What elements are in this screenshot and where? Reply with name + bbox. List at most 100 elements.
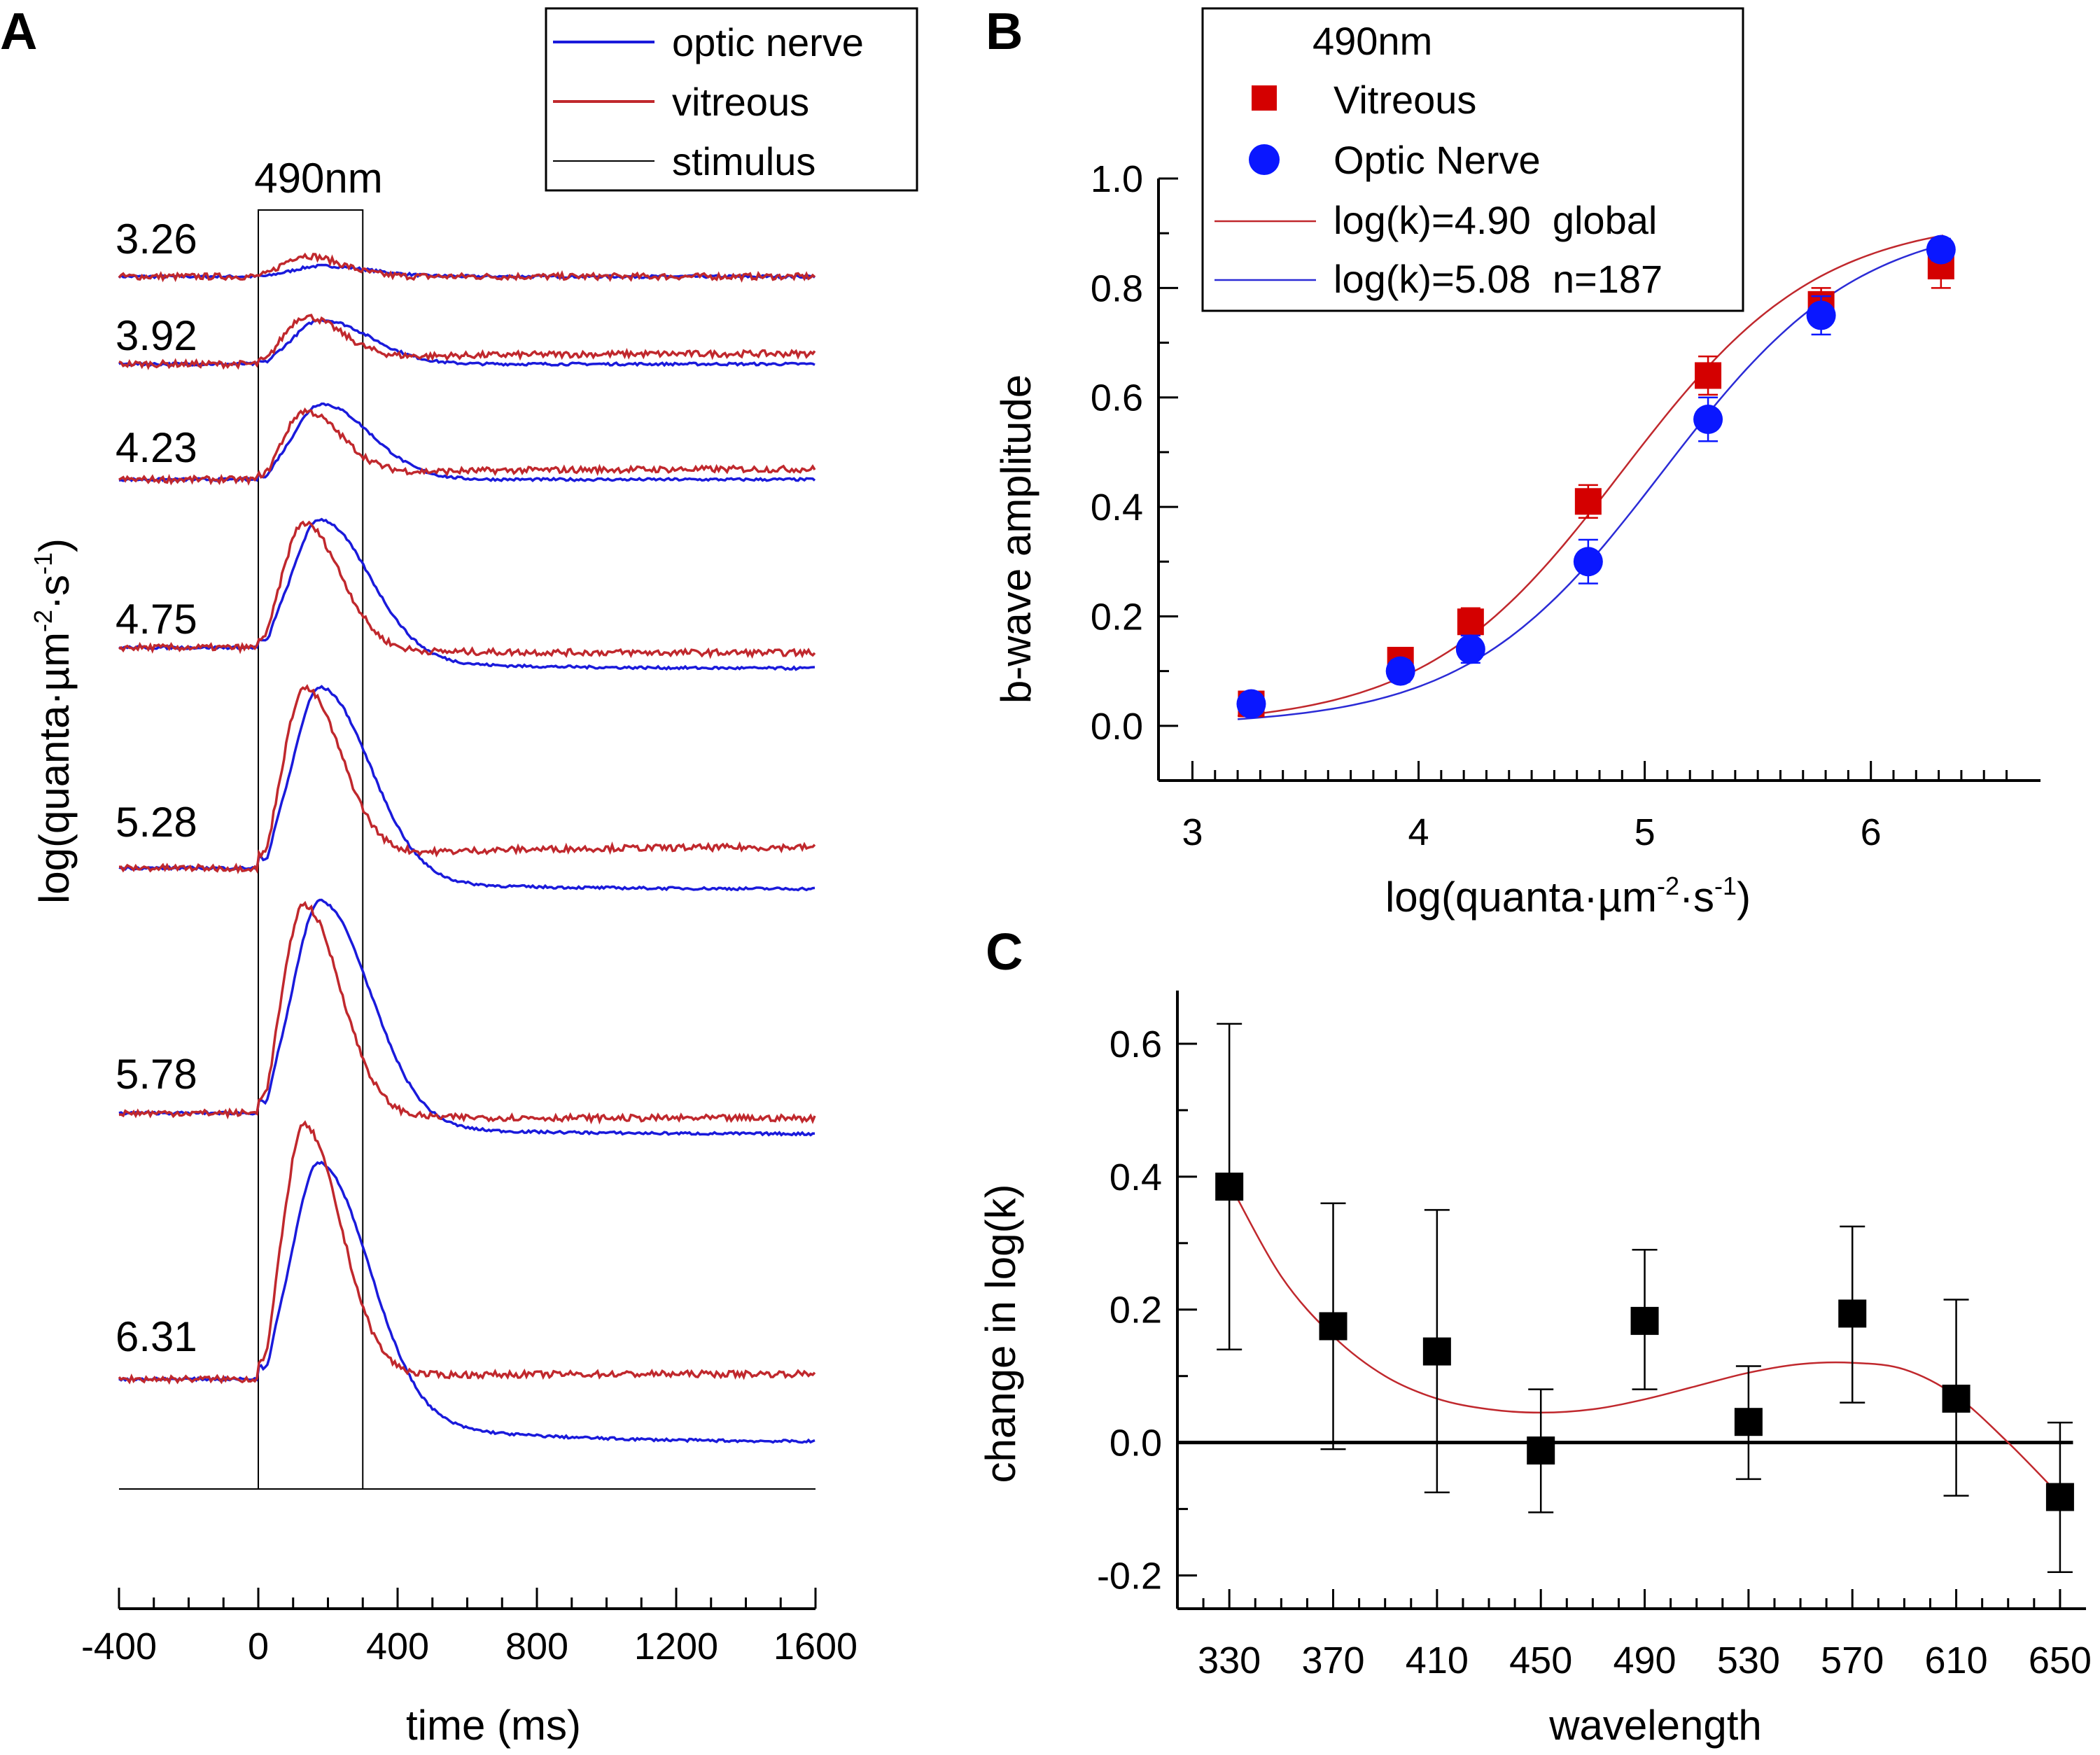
- fit-curve-1: [1238, 244, 1944, 720]
- data-point-650: [2045, 1483, 2074, 1511]
- legend-label-stimulus: stimulus: [672, 139, 816, 183]
- trace-vitreous-4.23: [118, 407, 816, 486]
- x-tick-label-0: 0: [248, 1625, 269, 1667]
- legend-label-fit-global: log(k)=4.90 global: [1334, 198, 1657, 242]
- panel-c: C 330 370 410 450 490 530 570 610 650 -0.2 0.0 0.2 0…: [977, 923, 2092, 1749]
- intensity-label-6.31: 6.31: [115, 1313, 197, 1360]
- point-vitreous: [1574, 488, 1602, 515]
- trace-optic-nerve-5.28: [118, 685, 816, 892]
- x-tick-label-490: 490: [1613, 1639, 1676, 1681]
- x-tick-label-800: 800: [505, 1625, 568, 1667]
- x-tick-label-530: 530: [1717, 1639, 1780, 1681]
- y-tick-label-0.4: 0.4: [1110, 1156, 1162, 1198]
- point-optic-nerve: [1385, 656, 1415, 686]
- panel-a-x-axis-label: time (ms): [406, 1702, 581, 1749]
- y-tick-label-0.0: 0.0: [1091, 706, 1143, 748]
- data-point-530: [1734, 1408, 1763, 1436]
- panel-c-x-axis-label: wavelength: [1548, 1702, 1762, 1749]
- point-optic-nerve: [1926, 235, 1956, 265]
- y-tick-label-0.6: 0.6: [1110, 1023, 1162, 1065]
- fit-curve: [1228, 1182, 2061, 1497]
- data-point-370: [1319, 1312, 1348, 1341]
- panel-b-y-axis-label: b-wave amplitude: [993, 375, 1040, 704]
- x-tick-label-330: 330: [1198, 1639, 1261, 1681]
- x-tick-label-410: 410: [1406, 1639, 1469, 1681]
- panel-b-legend-box: [1201, 7, 1744, 312]
- data-point-570: [1838, 1299, 1867, 1328]
- x-tick-label-400: 400: [366, 1625, 429, 1667]
- x-tick-label-6: 6: [1861, 811, 1882, 853]
- y-tick-label-0.4: 0.4: [1091, 487, 1143, 529]
- legend-label-optic-nerve: optic nerve: [672, 20, 864, 64]
- point-optic-nerve: [1455, 634, 1485, 664]
- y-tick-label-0.6: 0.6: [1091, 377, 1143, 419]
- panel-c-y-axis-label: change in log(k): [977, 1184, 1024, 1483]
- y-tick-label-0.8: 0.8: [1091, 267, 1143, 309]
- point-optic-nerve: [1236, 689, 1266, 719]
- legend-label-vitreous: vitreous: [672, 80, 809, 124]
- legend-marker-vitreous: [1252, 85, 1277, 111]
- legend-label-vitreous: Vitreous: [1334, 78, 1476, 122]
- panel-b: B 3 4 5 6 0.0 0.2 0.4 0.6 0.8 1.0 490nm Vitreous …: [986, 2, 2040, 921]
- intensity-label-3.26: 3.26: [115, 216, 197, 263]
- y-tick-label-0.2: 0.2: [1110, 1289, 1162, 1331]
- intensity-label-3.92: 3.92: [115, 312, 197, 359]
- trace-optic-nerve-5.78: [118, 898, 816, 1137]
- y-tick-label-1.0: 1.0: [1091, 158, 1143, 200]
- x-tick-label-650: 650: [2029, 1639, 2092, 1681]
- panel-c-label: C: [986, 923, 1023, 981]
- trace-vitreous-3.26: [118, 252, 816, 283]
- point-vitreous: [1457, 608, 1484, 636]
- panel-a-legend-box: [545, 7, 918, 192]
- legend-marker-optic-nerve: [1249, 144, 1280, 175]
- x-tick-label-610: 610: [1925, 1639, 1988, 1681]
- x-tick-label--400: -400: [81, 1625, 157, 1667]
- panel-a-traces: 3.26 3.92 4.23 4.75 5.28 5.78 6.31: [115, 209, 816, 1490]
- trace-vitreous-5.78: [118, 900, 816, 1125]
- y-tick-label-0.0: 0.0: [1110, 1422, 1162, 1464]
- point-optic-nerve: [1693, 405, 1723, 434]
- trace-optic-nerve-6.31: [118, 1160, 816, 1444]
- legend-label-optic-nerve: Optic Nerve: [1334, 138, 1541, 182]
- trace-vitreous-3.92: [118, 314, 816, 370]
- intensity-label-4.23: 4.23: [115, 424, 197, 471]
- intensity-label-4.75: 4.75: [115, 596, 197, 643]
- x-tick-label-450: 450: [1509, 1639, 1572, 1681]
- point-optic-nerve: [1806, 300, 1836, 330]
- y-tick-label-0.2: 0.2: [1091, 596, 1143, 638]
- y-tick-label--0.2: -0.2: [1097, 1555, 1162, 1597]
- trace-vitreous-6.31: [118, 1120, 816, 1385]
- panel-a-legend: optic nerve vitreous stimulus: [545, 7, 918, 192]
- intensity-label-5.78: 5.78: [115, 1051, 197, 1098]
- data-point-330: [1215, 1173, 1244, 1201]
- x-tick-label-570: 570: [1821, 1639, 1884, 1681]
- x-tick-label-3: 3: [1182, 811, 1203, 853]
- data-point-410: [1422, 1337, 1451, 1366]
- data-point-450: [1527, 1436, 1555, 1465]
- x-tick-label-370: 370: [1301, 1639, 1364, 1681]
- trace-optic-nerve-3.92: [118, 318, 816, 368]
- legend-label-fit-n: log(k)=5.08 n=187: [1334, 257, 1662, 301]
- panel-b-legend: 490nm Vitreous Optic Nerve log(k)=4.90 g…: [1201, 7, 1744, 312]
- panel-a-y-axis-label: log(quanta·µm-2·s-1): [29, 538, 78, 904]
- data-point-610: [1942, 1384, 1970, 1413]
- panel-b-x-axis-label: log(quanta·µm-2·s-1): [1385, 872, 1751, 921]
- panel-b-plot: 3 4 5 6 0.0 0.2 0.4 0.6 0.8 1.0: [1091, 158, 2040, 853]
- point-vitreous: [1695, 362, 1722, 389]
- point-optic-nerve: [1573, 547, 1603, 577]
- panel-a-label: A: [0, 2, 37, 60]
- panel-a-x-axis: -400 0 400 800 1200 1600: [81, 1588, 858, 1667]
- stimulus-wavelength-label: 490nm: [254, 155, 382, 202]
- panel-b-label: B: [986, 2, 1023, 60]
- legend-title-490nm: 490nm: [1312, 19, 1432, 63]
- x-tick-label-1600: 1600: [774, 1625, 858, 1667]
- panel-a: A optic nerve vitreous stimulus 490nm 3.…: [0, 2, 918, 1749]
- x-tick-label-5: 5: [1634, 811, 1656, 853]
- x-tick-label-4: 4: [1408, 811, 1429, 853]
- data-point-490: [1630, 1306, 1659, 1335]
- intensity-label-5.28: 5.28: [115, 799, 197, 846]
- trace-vitreous-5.28: [119, 684, 816, 874]
- x-tick-label-1200: 1200: [634, 1625, 718, 1667]
- trace-vitreous-4.75: [118, 520, 816, 659]
